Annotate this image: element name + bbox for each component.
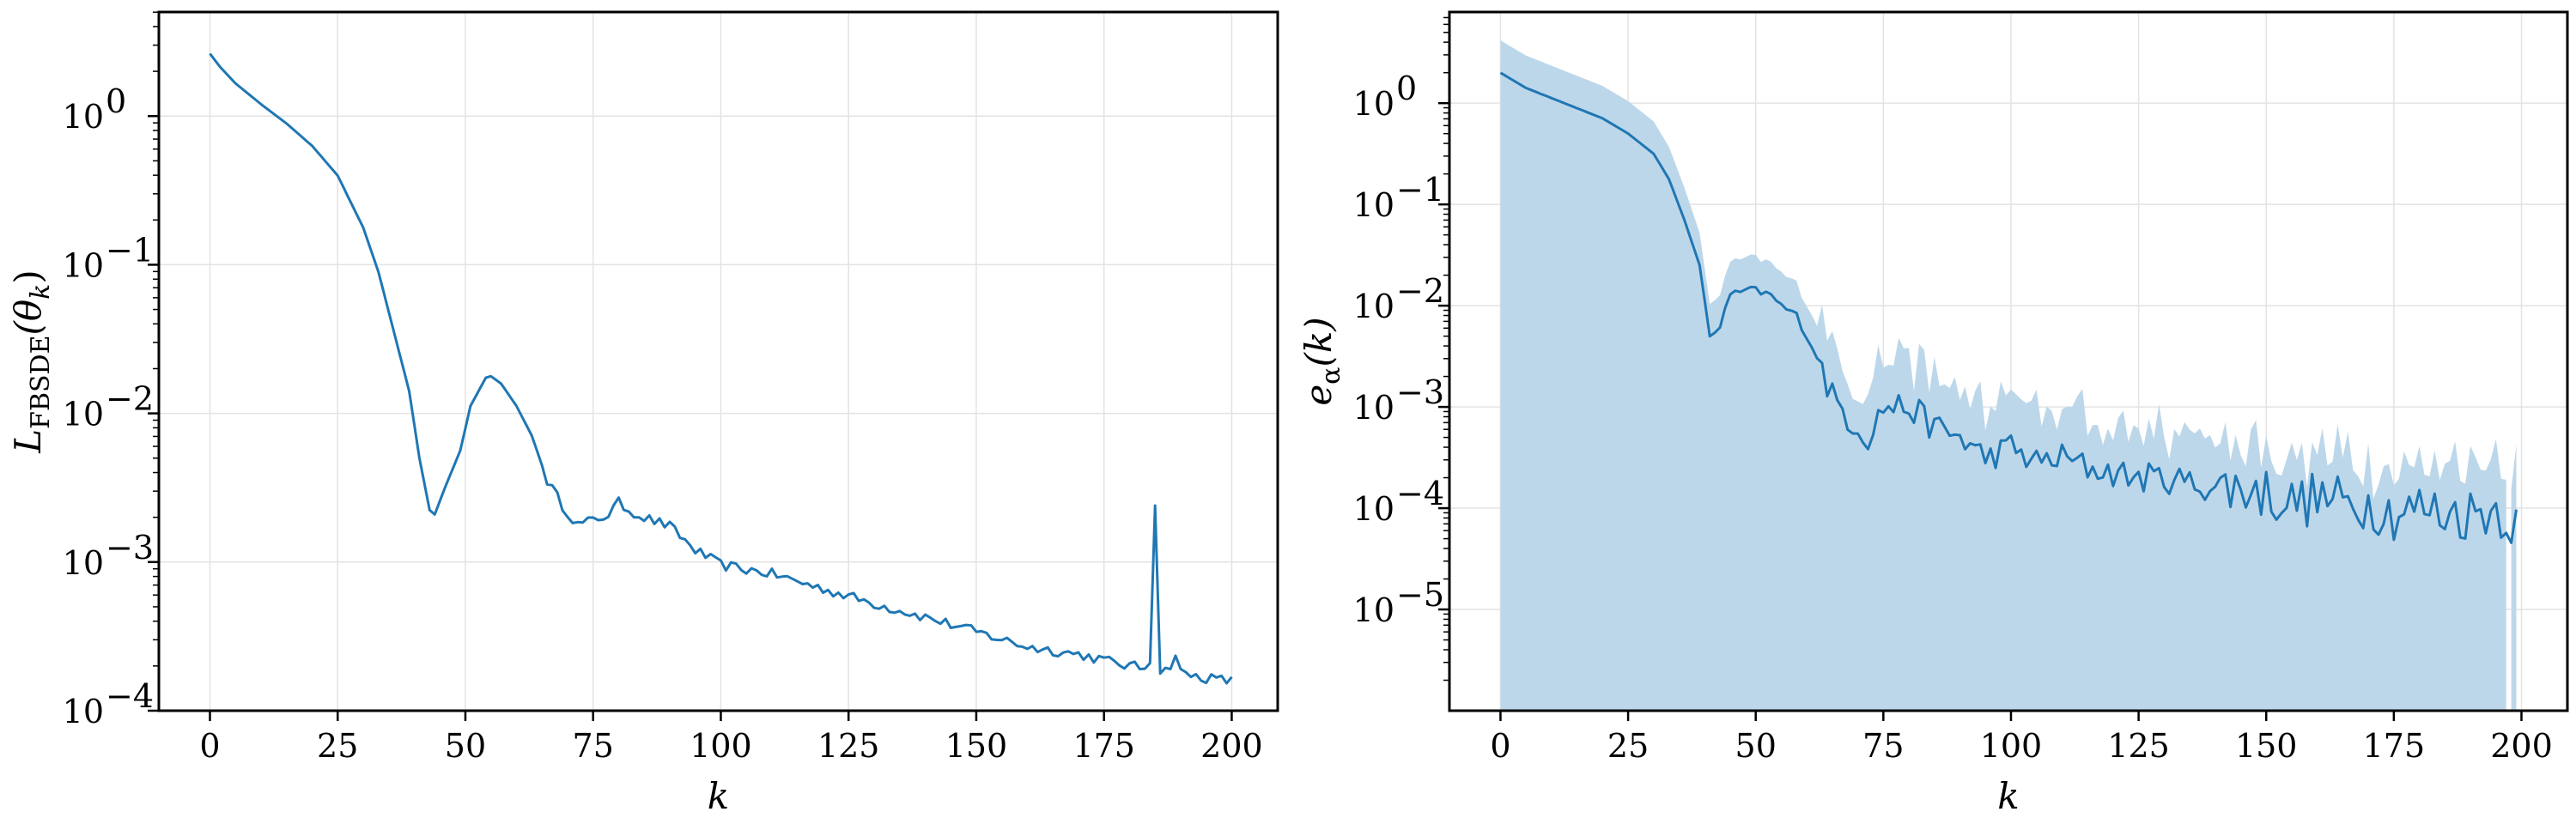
y-tick-exponent: −2 <box>106 380 154 418</box>
x-axis-label: k <box>708 775 729 817</box>
error-band <box>2511 445 2517 711</box>
x-tick-label: 100 <box>1980 727 2043 765</box>
x-tick-label: 200 <box>1200 727 1263 765</box>
left-chart: 0 25 50 75 100 125 150 175 20010−410−310−210−110… <box>7 10 1279 817</box>
y-axis-label: LFBSDE(θk) <box>7 270 56 454</box>
x-tick-label: 75 <box>1862 727 1904 765</box>
y-tick-exponent: −3 <box>1396 373 1444 411</box>
y-tick-label: 10 <box>1353 389 1394 427</box>
y-tick-label: 10 <box>63 396 104 433</box>
error-series-line <box>1499 71 2518 544</box>
y-tick-exponent: −5 <box>1396 576 1444 614</box>
y-tick-label: 10 <box>1353 490 1394 528</box>
x-tick-label: 150 <box>2235 727 2298 765</box>
y-tick-exponent: −4 <box>1396 475 1444 512</box>
x-tick-label: 50 <box>1735 727 1777 765</box>
x-tick-label: 175 <box>2363 727 2426 765</box>
y-tick-exponent: −3 <box>106 529 154 566</box>
x-tick-label: 0 <box>199 727 220 765</box>
y-tick-exponent: 0 <box>106 82 126 120</box>
x-tick-label: 125 <box>817 727 880 765</box>
x-tick-label: 25 <box>1607 727 1649 765</box>
y-tick-exponent: 0 <box>1396 70 1417 107</box>
x-tick-label: 175 <box>1072 727 1135 765</box>
x-tick-label: 50 <box>445 727 486 765</box>
x-tick-label: 100 <box>690 727 752 765</box>
x-tick-label: 125 <box>2107 727 2170 765</box>
y-tick-exponent: −4 <box>106 677 154 715</box>
x-tick-label: 25 <box>317 727 358 765</box>
x-tick-label: 200 <box>2490 727 2553 765</box>
y-tick-label: 10 <box>63 98 104 136</box>
x-tick-label: 75 <box>573 727 614 765</box>
y-tick-label: 10 <box>1353 85 1394 123</box>
right-chart: 0 25 50 75 100 125 150 175 20010−510−410−310−210… <box>1297 10 2569 817</box>
y-tick-label: 10 <box>63 693 104 730</box>
y-axis-label: eα(k) <box>1297 317 1346 405</box>
y-tick-label: 10 <box>1353 591 1394 629</box>
y-tick-exponent: −2 <box>1396 272 1444 310</box>
y-tick-label: 10 <box>1353 186 1394 224</box>
y-tick-label: 10 <box>63 246 104 284</box>
loss-series-line <box>209 52 1233 685</box>
plot-frame <box>157 10 1279 712</box>
y-tick-exponent: −1 <box>1396 171 1444 209</box>
y-tick-label: 10 <box>1353 288 1394 325</box>
x-tick-label: 150 <box>945 727 1008 765</box>
error-band <box>1500 40 2506 711</box>
grid <box>159 12 1278 712</box>
x-axis-label: k <box>1997 775 2019 817</box>
y-tick-label: 10 <box>63 544 104 582</box>
plot-frame <box>1448 10 2569 712</box>
y-tick-exponent: −1 <box>106 231 154 269</box>
x-tick-label: 0 <box>1490 727 1510 765</box>
